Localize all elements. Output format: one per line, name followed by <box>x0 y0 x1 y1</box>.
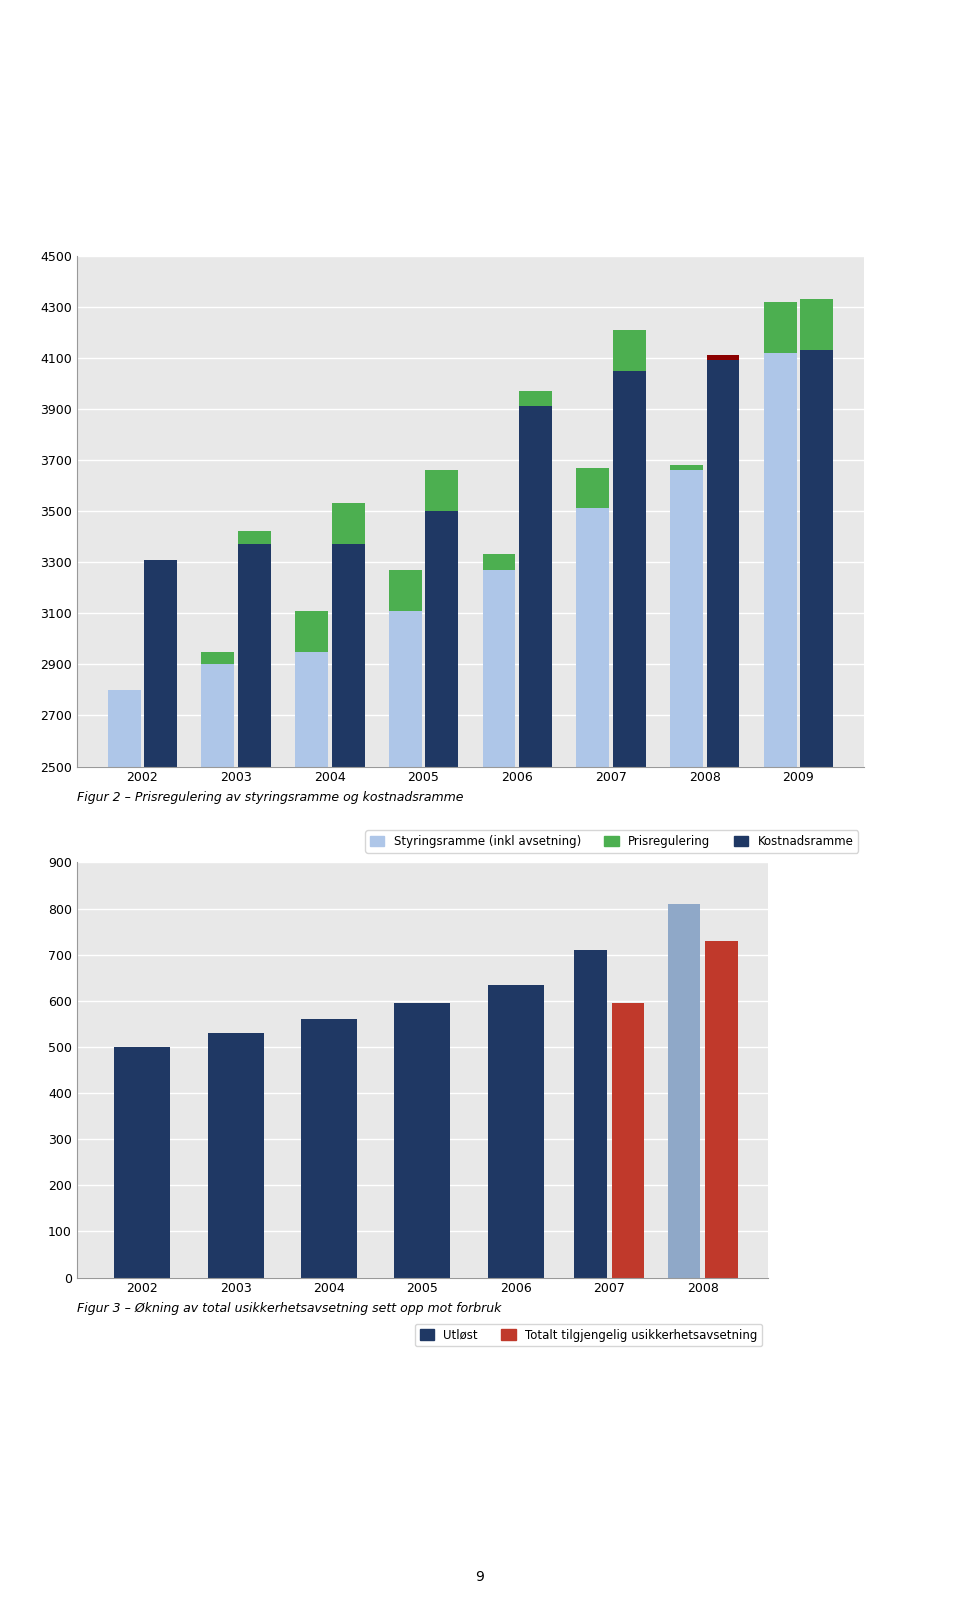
Bar <box>144 559 177 1405</box>
Bar <box>425 511 458 1405</box>
Bar <box>202 652 234 664</box>
Bar <box>519 391 552 1405</box>
Bar <box>295 610 328 652</box>
Bar <box>801 299 833 350</box>
Legend: Styringsramme (inkl avsetning), Prisregulering, Kostnadsramme: Styringsramme (inkl avsetning), Prisregu… <box>365 830 858 853</box>
Bar <box>707 355 739 1405</box>
Bar <box>574 950 607 1278</box>
Bar <box>801 299 833 1405</box>
Bar <box>332 545 365 1405</box>
Bar <box>519 391 552 406</box>
Bar <box>389 610 421 1405</box>
Bar <box>764 302 797 353</box>
Bar <box>670 470 703 1405</box>
Bar <box>207 1033 264 1278</box>
Bar <box>202 664 234 1405</box>
Bar <box>705 941 737 1278</box>
Bar <box>238 545 271 1405</box>
Bar <box>389 570 421 610</box>
Bar <box>301 1019 357 1278</box>
Bar <box>483 570 516 1405</box>
Bar <box>238 532 271 1405</box>
Bar <box>801 350 833 1405</box>
Bar <box>576 468 609 508</box>
Bar <box>483 554 516 570</box>
Bar <box>707 355 739 361</box>
Bar <box>612 1003 644 1278</box>
Text: Figur 2 – Prisregulering av styringsramme og kostnadsramme: Figur 2 – Prisregulering av styringsramm… <box>77 791 464 803</box>
Bar <box>488 985 543 1278</box>
Bar <box>108 690 140 1405</box>
Bar <box>332 503 365 545</box>
Bar <box>295 652 328 1405</box>
Bar <box>114 1048 170 1278</box>
Bar <box>667 904 700 1278</box>
Bar <box>612 329 646 371</box>
Bar <box>707 361 739 1405</box>
Text: 9: 9 <box>475 1570 485 1584</box>
Bar <box>395 1003 450 1278</box>
Legend: Utløst, Totalt tilgjengelig usikkerhetsavsetning: Utløst, Totalt tilgjengelig usikkerhetsa… <box>415 1324 762 1346</box>
Bar <box>332 503 365 1405</box>
Bar <box>612 371 646 1405</box>
Bar <box>425 470 458 511</box>
Bar <box>612 329 646 1405</box>
Bar <box>764 353 797 1405</box>
Bar <box>519 406 552 1405</box>
Bar <box>144 559 177 1405</box>
Text: Figur 3 – Økning av total usikkerhetsavsetning sett opp mot forbruk: Figur 3 – Økning av total usikkerhetsavs… <box>77 1302 501 1314</box>
Bar <box>238 532 271 545</box>
Bar <box>670 465 703 470</box>
Bar <box>425 470 458 1405</box>
Bar <box>576 508 609 1405</box>
